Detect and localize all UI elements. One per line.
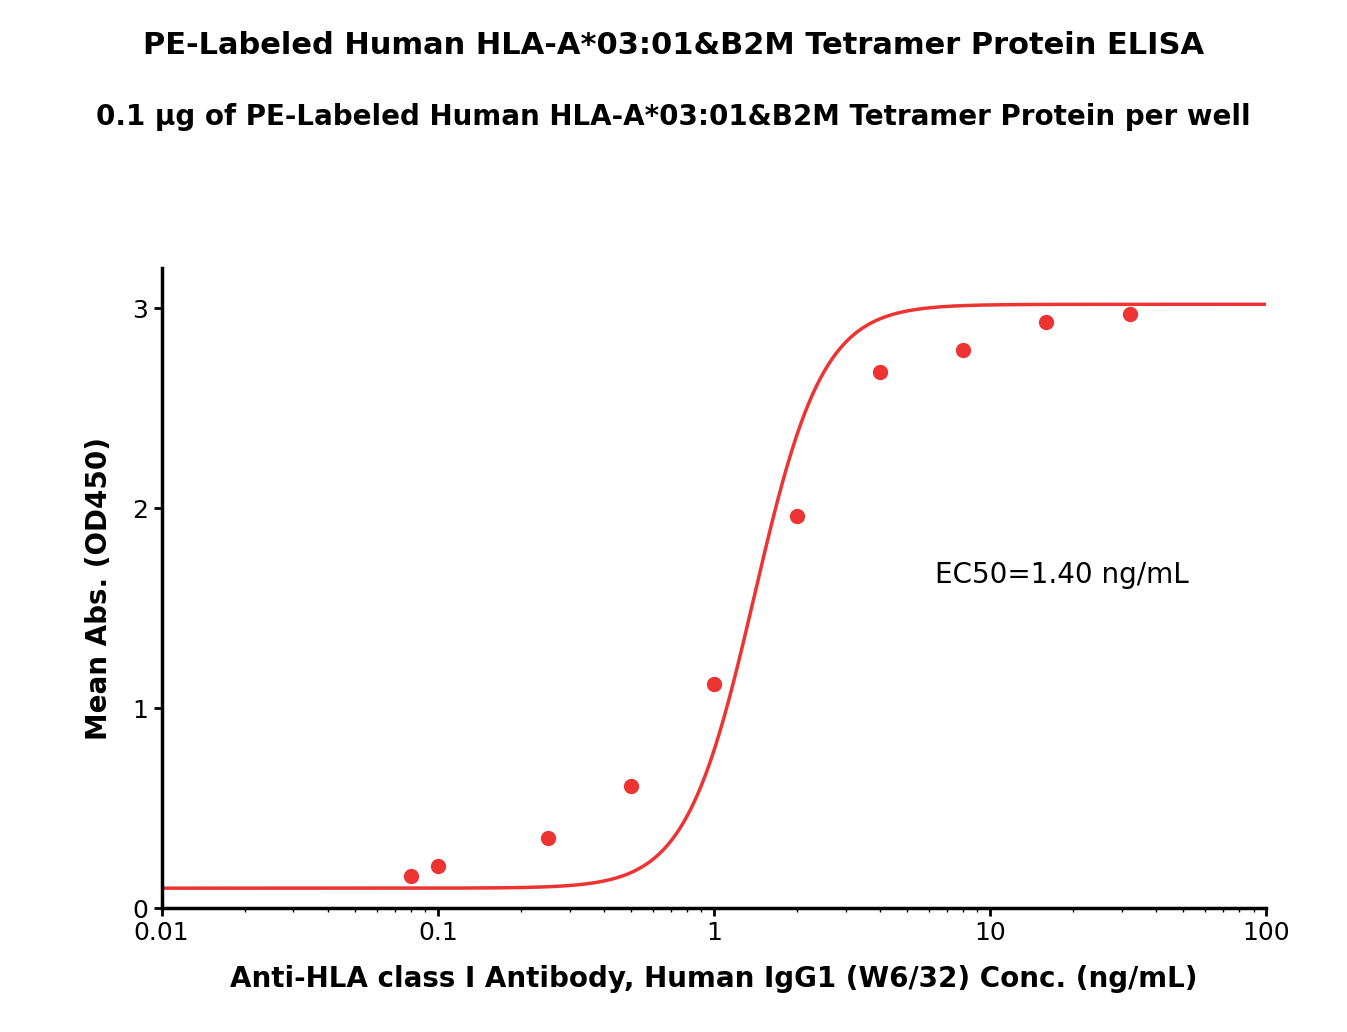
Point xyxy=(1036,314,1057,330)
Point xyxy=(620,778,641,795)
Point xyxy=(952,342,974,358)
Point xyxy=(703,676,725,692)
Text: EC50=1.40 ng/mL: EC50=1.40 ng/mL xyxy=(935,561,1188,589)
Point xyxy=(869,364,890,381)
Point xyxy=(537,830,559,846)
Text: 0.1 μg of PE-Labeled Human HLA-A*03:01&B2M Tetramer Protein per well: 0.1 μg of PE-Labeled Human HLA-A*03:01&B… xyxy=(96,103,1251,131)
Text: PE-Labeled Human HLA-A*03:01&B2M Tetramer Protein ELISA: PE-Labeled Human HLA-A*03:01&B2M Tetrame… xyxy=(143,31,1204,60)
X-axis label: Anti-HLA class I Antibody, Human IgG1 (W6/32) Conc. (ng/mL): Anti-HLA class I Antibody, Human IgG1 (W… xyxy=(230,965,1197,993)
Point xyxy=(400,868,422,884)
Point xyxy=(1119,307,1141,323)
Point xyxy=(787,508,808,524)
Y-axis label: Mean Abs. (OD450): Mean Abs. (OD450) xyxy=(85,437,113,740)
Point xyxy=(427,858,449,874)
